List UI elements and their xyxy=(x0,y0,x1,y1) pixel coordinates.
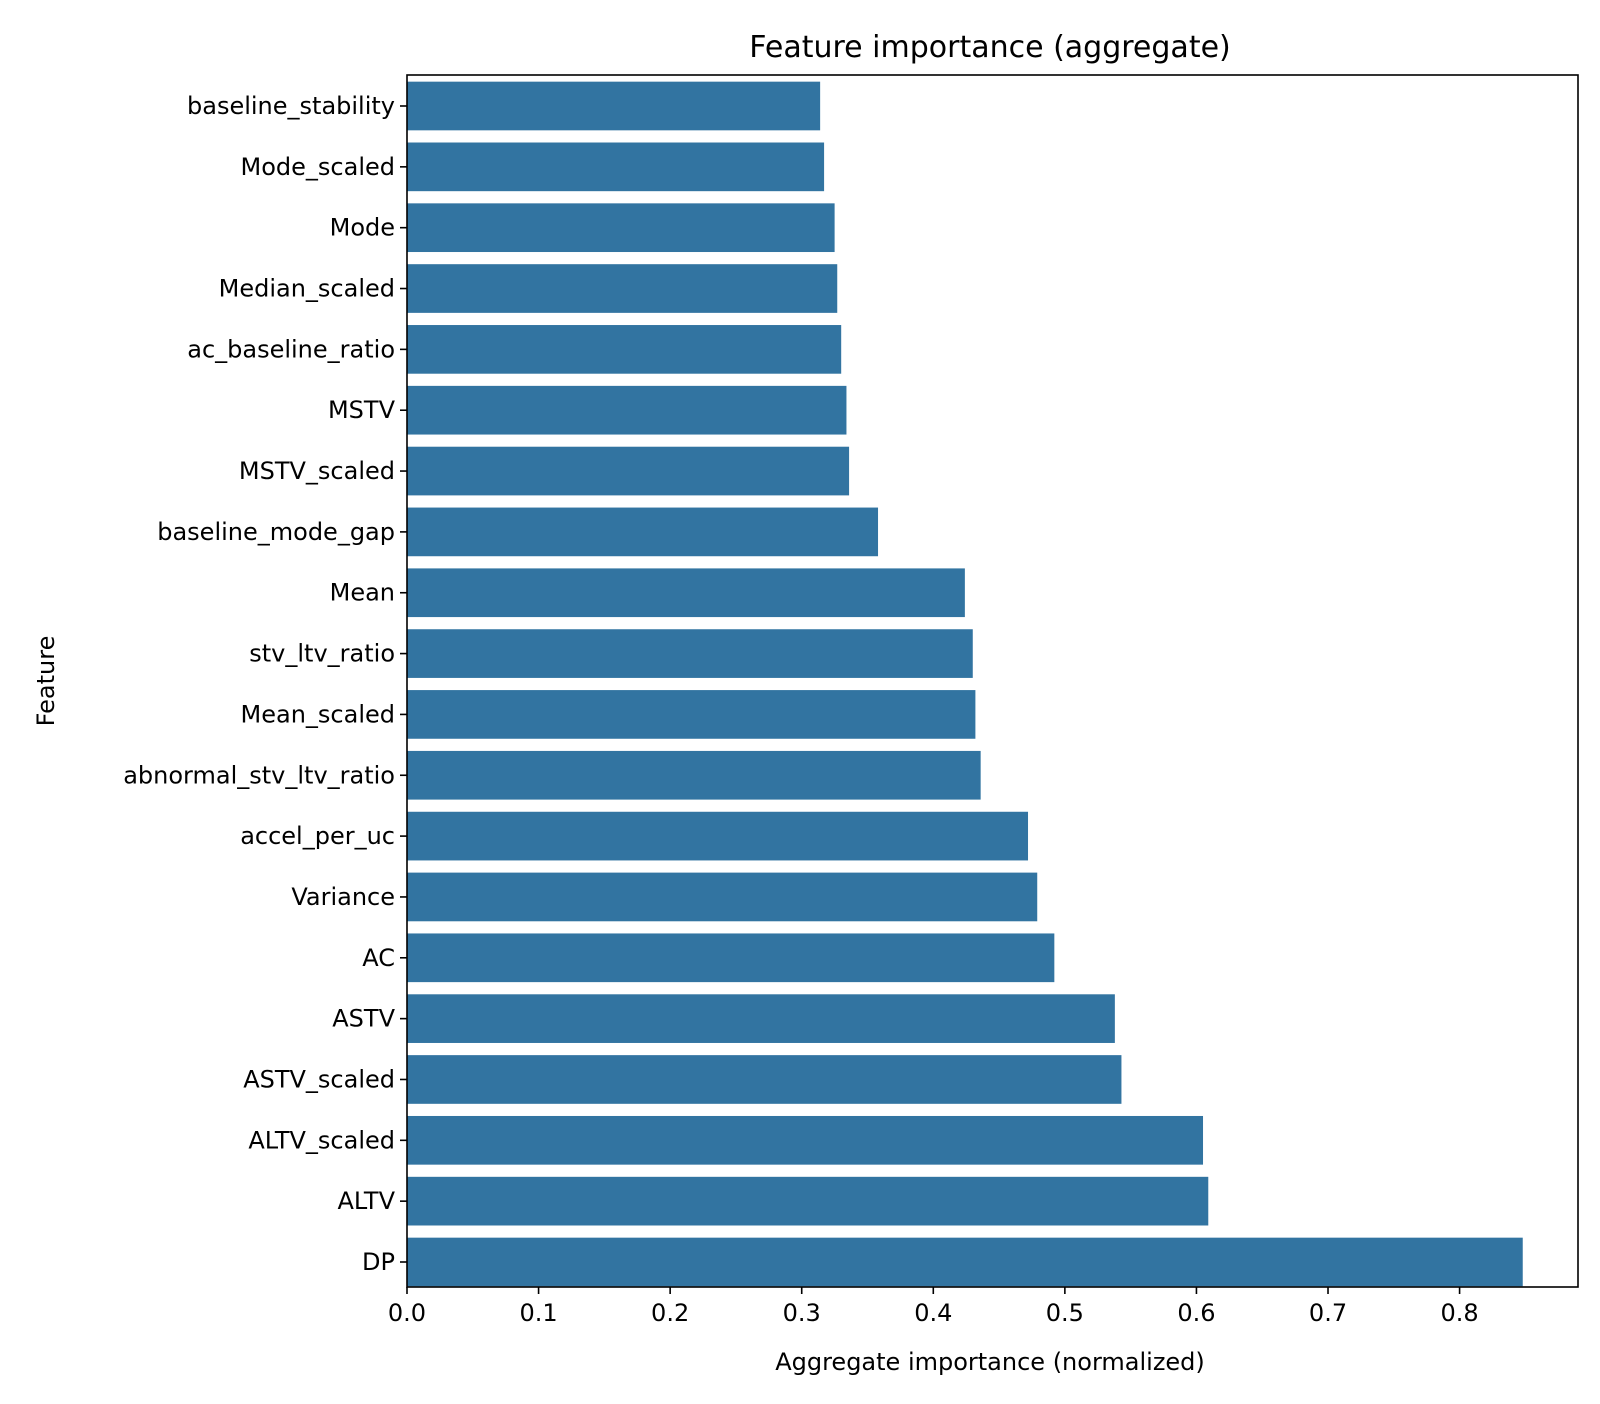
y-tick-label: ALTV_scaled xyxy=(248,1126,395,1154)
bar-abnormal-stv-ltv-ratio xyxy=(407,750,981,800)
bar-dp xyxy=(407,1237,1523,1287)
bar-ac xyxy=(407,933,1055,983)
bar-mstv-scaled xyxy=(407,446,850,496)
y-tick-label: MSTV_scaled xyxy=(239,457,395,485)
bar-mean-scaled xyxy=(407,690,976,739)
x-tick-label: 0.5 xyxy=(1046,1299,1084,1327)
y-tick-label: baseline_mode_gap xyxy=(157,518,395,546)
y-tick-label: ASTV_scaled xyxy=(243,1065,395,1093)
bar-astv xyxy=(407,994,1115,1043)
x-tick-label: 0.6 xyxy=(1177,1299,1215,1327)
bar-accel-per-uc xyxy=(407,811,1029,861)
y-tick-label: Median_scaled xyxy=(219,275,395,303)
bar-baseline-stability xyxy=(407,81,821,131)
x-axis-label: Aggregate importance (normalized) xyxy=(775,1348,1205,1376)
y-tick-label: Mean_scaled xyxy=(241,700,395,728)
y-axis-label: Feature xyxy=(32,636,60,727)
bar-stv-ltv-ratio xyxy=(407,629,973,678)
y-tick-label: DP xyxy=(362,1248,395,1276)
x-tick-label: 0.2 xyxy=(651,1299,689,1327)
y-tick-label: AC xyxy=(362,944,395,972)
bar-variance xyxy=(407,872,1038,922)
x-tick-label: 0.3 xyxy=(783,1299,821,1327)
x-axis: 0.0 0.1 0.2 0.3 0.4 0.5 0.6 0.7 0.8 xyxy=(388,1287,1479,1327)
y-tick-label: Variance xyxy=(291,883,395,911)
bar-mode-scaled xyxy=(407,142,825,192)
bar-baseline-mode-gap xyxy=(407,507,879,557)
y-tick-label: abnormal_stv_ltv_ratio xyxy=(123,761,395,789)
y-tick-label: Mean xyxy=(330,579,395,607)
plot-frame xyxy=(406,74,1579,1288)
bar-mode xyxy=(407,203,835,253)
bar-astv-scaled xyxy=(407,1055,1122,1104)
x-tick-label: 0.4 xyxy=(914,1299,952,1327)
bar-median-scaled xyxy=(407,264,838,313)
y-tick-label: ALTV xyxy=(337,1187,395,1215)
bar-ac-baseline-ratio xyxy=(407,325,842,374)
y-axis: baseline_stability Mode_scaled Mode Median_… xyxy=(123,92,407,1276)
x-tick-label: 0.0 xyxy=(388,1299,426,1327)
x-tick-label: 0.1 xyxy=(519,1299,557,1327)
y-tick-label: MSTV xyxy=(328,396,396,424)
bars-group xyxy=(407,81,1523,1287)
chart-title: Feature importance (aggregate) xyxy=(749,30,1231,65)
y-tick-label: stv_ltv_ratio xyxy=(249,640,395,668)
x-tick-label: 0.8 xyxy=(1440,1299,1478,1327)
y-tick-label: accel_per_uc xyxy=(240,822,395,850)
y-tick-label: ac_baseline_ratio xyxy=(187,335,395,363)
bar-mean xyxy=(407,568,965,618)
x-tick-label: 0.7 xyxy=(1309,1299,1347,1327)
y-tick-label: ASTV xyxy=(332,1005,395,1033)
bar-altv-scaled xyxy=(407,1115,1204,1165)
y-tick-label: Mode xyxy=(330,214,395,242)
bar-altv xyxy=(407,1176,1209,1226)
y-tick-label: Mode_scaled xyxy=(241,153,395,181)
bar-mstv xyxy=(407,385,847,435)
y-tick-label: baseline_stability xyxy=(187,92,395,120)
